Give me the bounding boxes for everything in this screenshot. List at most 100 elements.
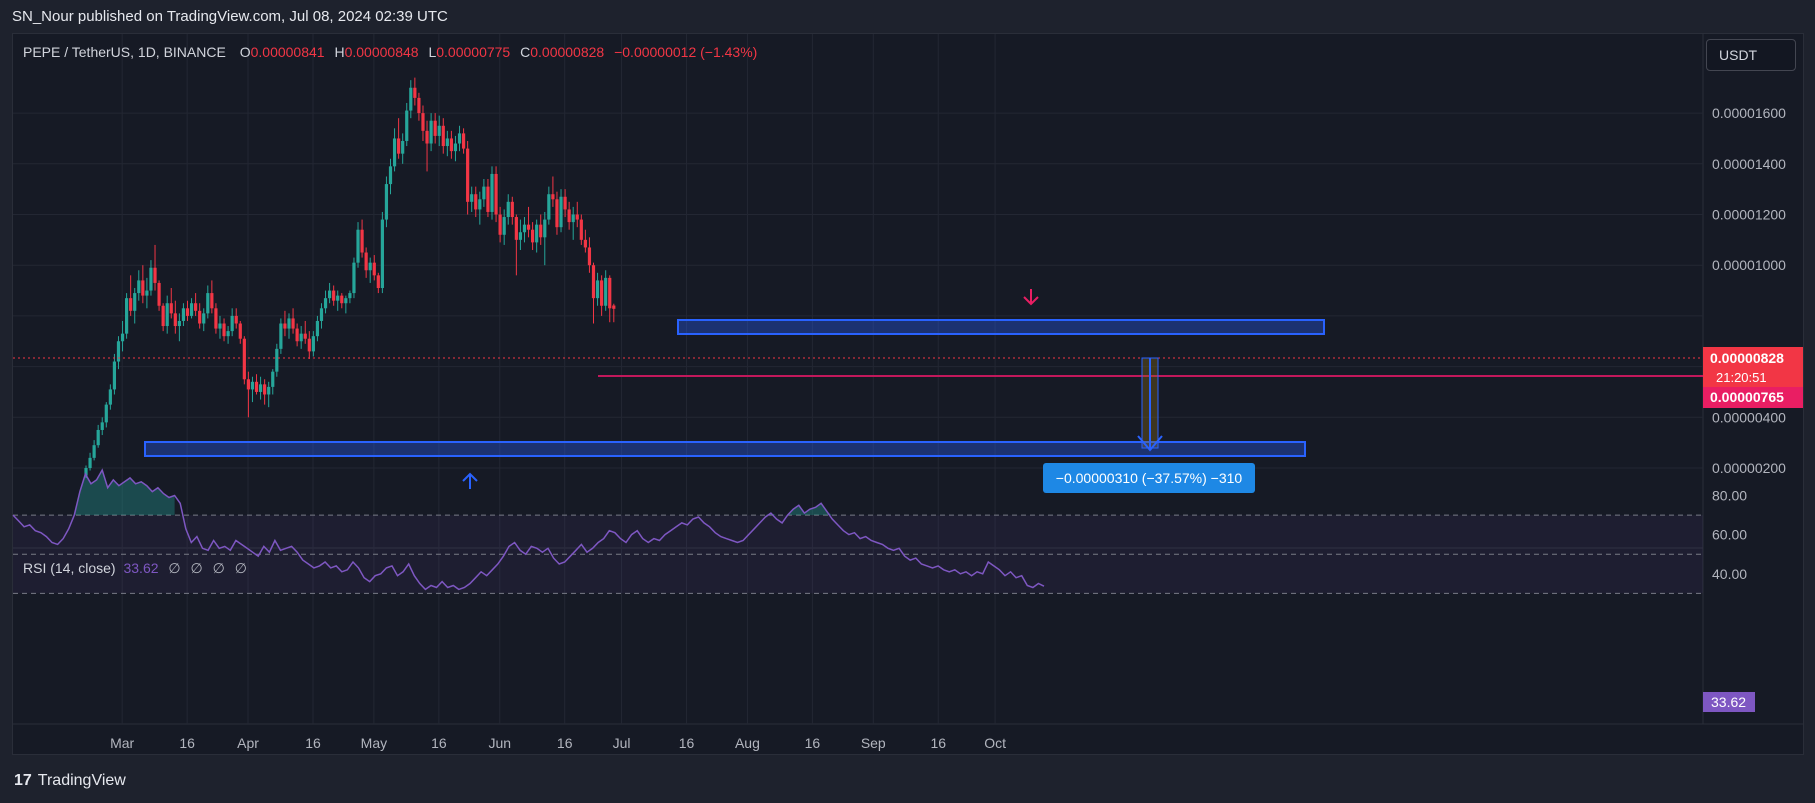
- price-pane[interactable]: [84, 77, 616, 479]
- countdown-badge: [1703, 369, 1803, 387]
- candle: [104, 404, 108, 423]
- rsi-value-text: 33.62: [1711, 694, 1746, 710]
- candle: [157, 282, 161, 306]
- candle: [522, 224, 527, 233]
- low-label: L: [428, 44, 437, 60]
- candle: [461, 133, 466, 149]
- chart-frame[interactable]: [12, 33, 1804, 755]
- candle: [364, 252, 368, 271]
- high-label: H: [334, 44, 345, 60]
- candle: [555, 199, 559, 228]
- rsi-overbought-fill: [737, 503, 844, 516]
- rsi-legend: RSI (14, close) 33.62 ∅ ∅ ∅ ∅: [23, 560, 247, 577]
- drawings[interactable]: −0.00000310 (−37.57%) −310: [13, 289, 1703, 493]
- candle: [388, 166, 393, 185]
- candle: [336, 295, 340, 301]
- rsi-line: [12, 468, 1045, 591]
- candle: [173, 313, 177, 327]
- current-price-value: 0.00000828: [1710, 350, 1784, 366]
- candle: [323, 298, 328, 309]
- candle: [392, 138, 397, 167]
- candle: [514, 217, 518, 240]
- time-tick-label: 16: [305, 735, 321, 751]
- candle: [539, 224, 543, 238]
- change-value: −0.00000012 (−1.43%): [614, 44, 758, 60]
- time-tick-label: Sep: [861, 735, 886, 751]
- measure-arrow-head: [1137, 435, 1163, 452]
- candle: [242, 338, 246, 380]
- candle: [299, 333, 303, 342]
- price-tick-label: 0.00001400: [1712, 156, 1786, 172]
- candle: [315, 320, 320, 337]
- candle: [271, 371, 275, 387]
- candle: [311, 336, 315, 352]
- candle: [421, 113, 425, 131]
- candle: [352, 262, 356, 294]
- candle: [531, 229, 535, 243]
- time-tick-label: 16: [557, 735, 573, 751]
- candle: [587, 247, 592, 266]
- candle: [510, 201, 514, 218]
- candle: [453, 143, 458, 152]
- candle: [100, 422, 104, 430]
- candle: [189, 303, 194, 316]
- candle: [303, 333, 307, 339]
- current-price-badge: [1703, 347, 1803, 369]
- candle: [96, 429, 100, 446]
- rsi-title[interactable]: RSI (14, close): [23, 560, 116, 576]
- candle: [153, 267, 157, 283]
- candle: [466, 148, 470, 202]
- rsi-pane[interactable]: [12, 468, 1703, 594]
- candle: [376, 275, 380, 289]
- price-axis[interactable]: 0.000002000.000004000.000006000.00001000…: [1703, 105, 1803, 712]
- publisher-attribution: SN_Nour published on TradingView.com, Ju…: [12, 8, 448, 25]
- candle: [449, 138, 453, 152]
- candle: [287, 318, 291, 329]
- candle: [340, 295, 344, 304]
- rsi-value-badge: [1703, 692, 1755, 712]
- candle: [575, 214, 579, 220]
- time-tick-label: Oct: [984, 735, 1006, 751]
- candle: [604, 277, 608, 306]
- candle: [368, 262, 372, 271]
- symbol-info[interactable]: PEPE / TetherUS, 1D, BINANCE: [23, 44, 226, 60]
- candle: [413, 87, 417, 98]
- buy-arrow-icon: [462, 472, 478, 489]
- candle: [246, 379, 250, 390]
- candle: [279, 323, 283, 349]
- candle: [210, 293, 214, 309]
- candle: [433, 120, 437, 136]
- candle: [608, 277, 612, 309]
- candle: [120, 333, 125, 342]
- candle: [372, 262, 376, 276]
- rsi-tick-label: 60.00: [1712, 527, 1747, 543]
- rsi-tick-label: 40.00: [1712, 566, 1747, 582]
- candle: [238, 323, 242, 339]
- open-value: 0.00000841: [250, 44, 325, 60]
- candle: [254, 381, 259, 392]
- candle: [551, 194, 555, 200]
- candle: [161, 305, 165, 327]
- tradingview-logo[interactable]: 17 TradingView: [14, 772, 126, 790]
- candle: [344, 298, 348, 304]
- candle: [226, 331, 230, 337]
- candle: [185, 308, 190, 316]
- candle: [612, 305, 616, 309]
- price-tick-label: 0.00000400: [1712, 409, 1786, 425]
- candle: [535, 224, 539, 243]
- candle: [263, 384, 267, 395]
- candle: [502, 217, 506, 235]
- measure-label-bg: [1043, 463, 1255, 493]
- candle: [149, 267, 153, 291]
- countdown-value: 21:20:51: [1716, 370, 1767, 385]
- measure-label: −0.00000310 (−37.57%) −310: [1056, 470, 1243, 486]
- candle: [380, 219, 384, 289]
- candle: [218, 323, 222, 329]
- rsi-legend-value: 33.62: [123, 560, 159, 576]
- candle: [397, 138, 401, 154]
- currency-button[interactable]: USDT: [1706, 39, 1796, 71]
- candle: [384, 184, 389, 220]
- candle: [129, 298, 133, 311]
- time-axis[interactable]: Mar 16 Apr 16 May 16 Jun 16 Jul 16 Aug 16 Sep 16 Oct: [110, 735, 1006, 751]
